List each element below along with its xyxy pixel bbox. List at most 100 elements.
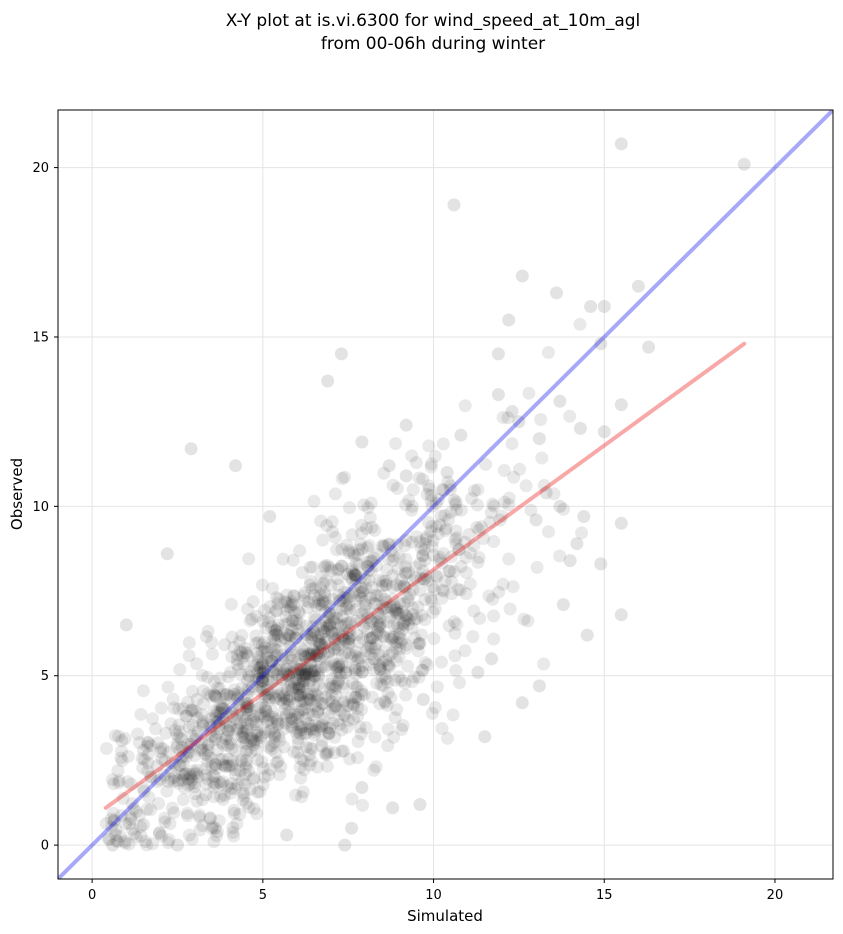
data-point	[373, 611, 387, 625]
data-point	[418, 537, 432, 550]
data-point	[298, 668, 312, 681]
data-point	[470, 520, 484, 534]
data-point	[256, 614, 270, 628]
data-point	[286, 681, 300, 695]
data-point	[192, 810, 206, 824]
data-point	[447, 493, 461, 507]
data-point	[324, 624, 338, 638]
data-point	[253, 785, 267, 799]
data-point	[302, 648, 316, 662]
data-point	[213, 722, 226, 736]
data-point	[102, 832, 116, 846]
data-point	[236, 650, 250, 664]
data-point	[151, 736, 165, 750]
data-point	[411, 600, 425, 614]
data-point	[180, 806, 194, 820]
data-point	[335, 472, 349, 485]
data-point	[279, 609, 293, 623]
data-point	[292, 663, 306, 676]
data-point	[250, 728, 264, 742]
data-point	[180, 709, 194, 723]
data-point	[399, 418, 413, 432]
data-point	[353, 720, 367, 734]
data-point	[436, 583, 449, 597]
y-tick-label: 15	[32, 330, 49, 345]
data-point	[154, 701, 168, 715]
x-axis-ticks: 0 5 10 15 20	[88, 879, 783, 903]
data-point	[235, 729, 249, 743]
data-point	[316, 594, 330, 608]
data-point	[502, 491, 516, 505]
data-point	[364, 564, 378, 578]
data-point	[428, 449, 442, 463]
data-point	[250, 736, 264, 750]
data-point	[347, 568, 360, 582]
data-point	[270, 622, 284, 636]
data-point	[115, 754, 129, 768]
data-point	[176, 773, 190, 787]
data-point	[280, 588, 294, 602]
data-point	[226, 706, 239, 720]
data-point	[121, 775, 135, 789]
data-point	[184, 704, 198, 718]
data-point	[347, 549, 361, 563]
data-point	[408, 612, 421, 626]
data-point	[184, 442, 198, 456]
data-point	[348, 663, 362, 677]
data-point	[201, 749, 215, 763]
data-point	[431, 527, 445, 541]
data-point	[430, 570, 444, 584]
data-point	[180, 809, 194, 823]
data-point	[144, 739, 158, 752]
data-point	[292, 605, 305, 619]
data-point	[297, 662, 311, 676]
data-point	[332, 626, 346, 640]
data-point	[357, 498, 371, 512]
data-point	[191, 770, 205, 784]
data-point	[364, 591, 378, 605]
data-point	[325, 695, 339, 709]
data-point	[257, 665, 271, 679]
data-point	[378, 592, 392, 606]
data-point	[401, 591, 415, 605]
data-point	[194, 744, 208, 757]
data-point	[335, 602, 349, 616]
data-point	[293, 616, 306, 630]
data-point	[269, 692, 283, 706]
data-point	[384, 632, 398, 646]
data-point	[205, 760, 219, 774]
data-point	[150, 775, 164, 789]
data-point	[389, 601, 403, 615]
data-point	[255, 638, 269, 652]
data-point	[249, 629, 263, 643]
data-point	[338, 709, 352, 722]
data-point	[227, 683, 241, 697]
data-point	[367, 596, 381, 610]
data-point	[196, 684, 210, 698]
data-point	[350, 628, 364, 642]
data-point	[351, 653, 365, 667]
data-point	[136, 818, 150, 832]
data-point	[452, 543, 466, 556]
data-point	[187, 776, 201, 790]
data-point	[387, 630, 401, 644]
data-point	[360, 560, 374, 574]
data-point	[318, 636, 332, 650]
data-point	[378, 539, 392, 553]
data-point	[406, 601, 420, 615]
data-point	[369, 760, 383, 774]
data-point	[332, 578, 345, 592]
data-point	[134, 707, 148, 721]
data-point	[257, 644, 271, 658]
data-point	[351, 709, 365, 723]
data-point	[337, 694, 351, 708]
data-point	[153, 773, 167, 786]
data-point	[445, 587, 459, 601]
data-point	[373, 697, 387, 711]
data-point	[219, 716, 233, 730]
data-point	[384, 691, 398, 705]
data-point	[247, 659, 261, 673]
data-point	[449, 664, 463, 678]
data-point	[270, 644, 284, 658]
data-point	[539, 486, 553, 500]
